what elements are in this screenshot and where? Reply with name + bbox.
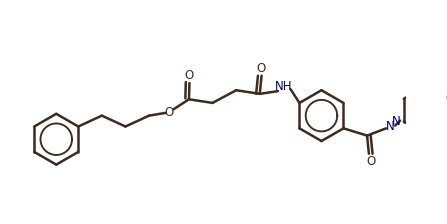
Text: N: N (386, 120, 395, 133)
Text: O: O (185, 69, 194, 82)
Text: O: O (256, 62, 266, 75)
Text: O: O (446, 92, 447, 105)
Text: O: O (366, 155, 375, 168)
Text: N: N (392, 115, 401, 128)
Text: O: O (164, 106, 173, 118)
Text: NH: NH (274, 80, 292, 93)
